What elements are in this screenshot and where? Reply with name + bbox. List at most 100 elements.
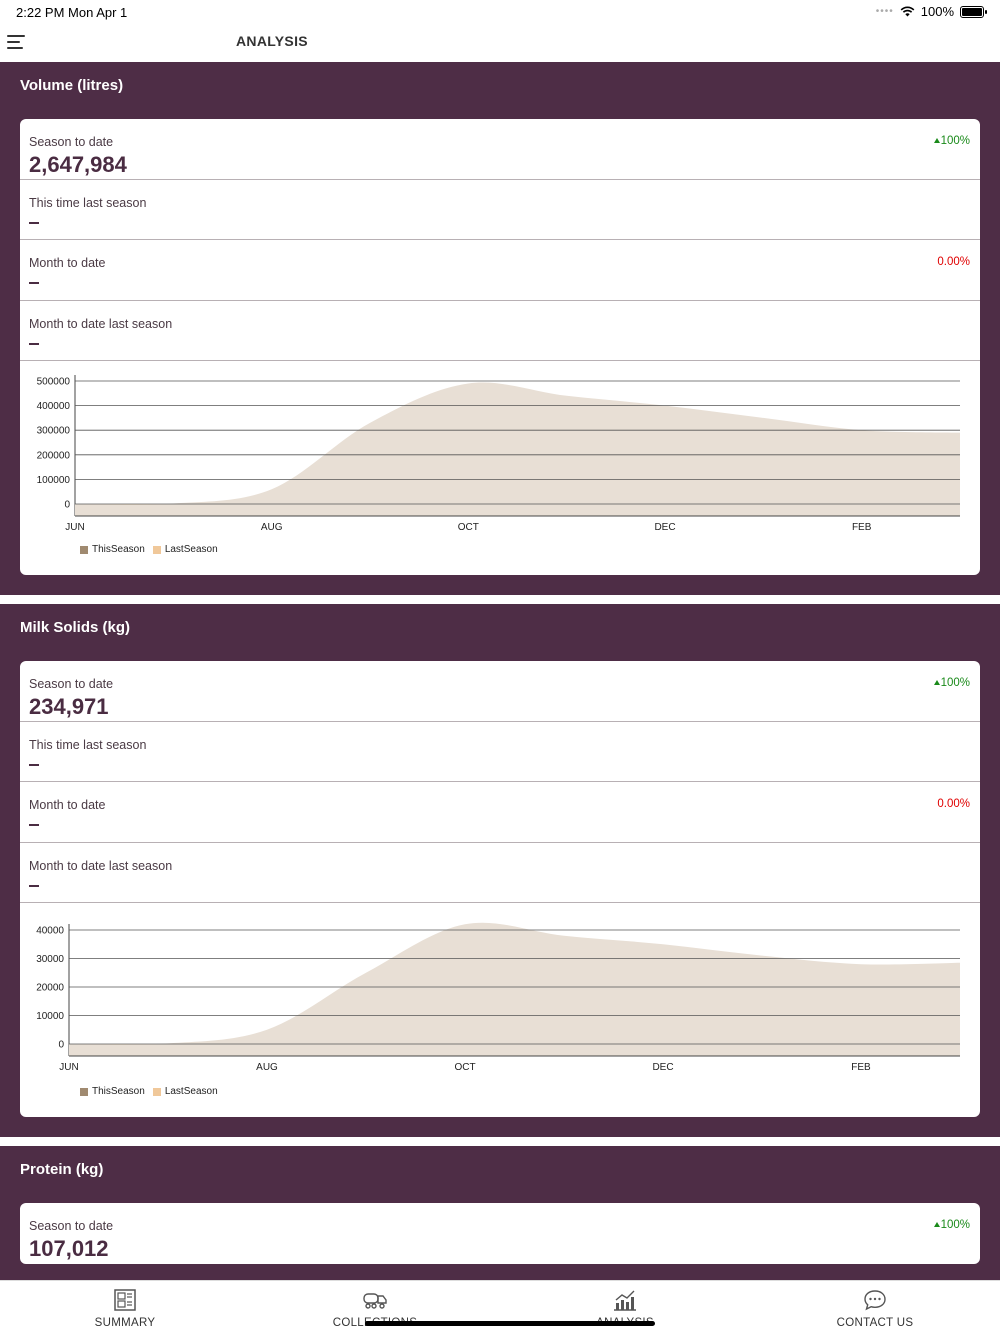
metric-empty-dash <box>29 884 39 887</box>
metric-row: Month to date last season <box>20 301 980 361</box>
section-title: Milk Solids (kg) <box>20 619 131 636</box>
chart-svg: 500000 400000 300000 200000 100000 0 JUN AUG OCT… <box>37 375 960 533</box>
legend-label: ThisSeason <box>92 544 145 555</box>
battery-text: 100% <box>920 4 954 19</box>
metric-change-value: 0.00% <box>937 256 970 268</box>
area-chart: 40000 30000 20000 10000 0 JUN AUG OCT DEC FEB This… <box>20 903 980 1117</box>
section-1: Milk Solids (kg) Season to date 234,971 100… <box>0 604 1000 1137</box>
legend-item[interactable]: LastSeason <box>152 544 218 555</box>
tab-analysis[interactable]: ANALYSIS <box>500 1281 750 1334</box>
metric-label: Month to date <box>29 798 106 812</box>
metric-empty-dash <box>29 282 39 284</box>
metric-label: This time last season <box>29 737 147 752</box>
wifi-icon <box>900 6 915 17</box>
metric-label: Month to date last season <box>29 858 173 873</box>
chart-svg: 40000 30000 20000 10000 0 JUN AUG OCT DEC FEB <box>36 922 960 1073</box>
legend-item[interactable]: LastSeason <box>152 1086 218 1097</box>
status-bar: 2:22 PM Mon Apr 1 •••• 100% <box>0 0 1000 24</box>
status-indicators: •••• 100% <box>875 4 987 19</box>
x-tick-label: DEC <box>652 1062 673 1073</box>
legend-swatch <box>152 1087 161 1096</box>
section-title: Protein (kg) <box>20 1161 104 1178</box>
truck-icon <box>363 1293 387 1309</box>
y-tick-label: 100000 <box>37 475 71 486</box>
y-tick-label: 0 <box>64 500 70 511</box>
series-area-thisseason <box>69 922 960 1056</box>
section-0: Volume (litres) Season to date 2,647,984 10… <box>0 62 1000 595</box>
legend-item[interactable]: ThisSeason <box>80 544 145 555</box>
metric-change-value: 100% <box>940 1219 970 1231</box>
metric-row: Season to date 107,012 100% <box>20 1203 980 1264</box>
tab-summary[interactable]: SUMMARY <box>0 1281 250 1334</box>
metric-value: 234,971 <box>29 694 109 719</box>
y-tick-label: 40000 <box>36 926 64 937</box>
metrics-card: Season to date 234,971 100% This time last … <box>20 661 980 1117</box>
metric-row: This time last season <box>20 722 980 782</box>
series-area-thisseason <box>75 382 960 516</box>
metrics-card: Season to date 107,012 100% <box>20 1203 980 1264</box>
tab-contact-us[interactable]: CONTACT US <box>750 1281 1000 1334</box>
tab-summary-label: SUMMARY <box>94 1317 156 1329</box>
summary-icon <box>114 1289 136 1311</box>
y-tick-label: 20000 <box>36 983 64 994</box>
x-tick-label: AUG <box>261 522 283 533</box>
metric-empty-dash <box>29 824 39 826</box>
metric-label: Month to date <box>29 256 106 270</box>
metric-label: Month to date last season <box>29 316 173 331</box>
triangle-up-icon <box>933 680 940 685</box>
x-tick-label: JUN <box>59 1062 78 1073</box>
metric-change-value: 0.00% <box>937 798 970 810</box>
analysis-chart-icon <box>614 1290 636 1311</box>
x-tick-label: AUG <box>256 1062 278 1073</box>
page-title: ANALYSIS <box>236 33 308 49</box>
metric-change-value: 100% <box>940 677 970 689</box>
metric-change: 0.00% <box>937 256 970 268</box>
metric-row: Season to date 234,971 100% <box>20 661 980 722</box>
status-time: 2:22 PM Mon Apr 1 <box>16 5 128 20</box>
metric-row: This time last season <box>20 180 980 240</box>
legend-swatch <box>80 1087 88 1096</box>
metric-change: 100% <box>933 135 970 147</box>
tab-collections[interactable]: COLLECTIONS <box>250 1281 500 1334</box>
metric-value: 107,012 <box>29 1236 109 1261</box>
metric-empty-dash <box>29 342 39 345</box>
battery-icon <box>960 5 987 18</box>
legend-label: LastSeason <box>164 544 218 555</box>
legend-label: ThisSeason <box>92 1086 145 1097</box>
metric-row: Month to date 0.00% <box>20 240 980 301</box>
metric-change: 0.00% <box>937 798 970 810</box>
chart-legend: ThisSeason LastSeason <box>80 544 218 555</box>
metric-empty-dash <box>29 221 39 224</box>
chart-legend: ThisSeason LastSeason <box>80 1086 218 1097</box>
x-tick-label: OCT <box>458 522 479 533</box>
metric-label: Season to date <box>29 677 114 691</box>
x-tick-label: FEB <box>852 522 872 533</box>
metric-label: Season to date <box>29 1219 114 1233</box>
legend-label: LastSeason <box>164 1086 218 1097</box>
y-tick-label: 10000 <box>36 1011 64 1022</box>
home-indicator <box>365 1321 655 1326</box>
y-tick-label: 400000 <box>37 401 71 412</box>
triangle-up-icon <box>933 138 940 143</box>
metric-change-value: 100% <box>940 135 970 147</box>
x-tick-label: DEC <box>654 522 675 533</box>
hamburger-menu-icon[interactable] <box>7 34 25 50</box>
area-chart: 500000 400000 300000 200000 100000 0 JUN AUG OCT… <box>20 361 980 575</box>
y-tick-label: 30000 <box>36 954 64 965</box>
section-2: Protein (kg) Season to date 107,012 100% <box>0 1146 1000 1280</box>
legend-item[interactable]: ThisSeason <box>80 1086 145 1097</box>
x-tick-label: OCT <box>454 1062 475 1073</box>
metric-label: This time last season <box>29 195 147 210</box>
scroll-content[interactable]: Volume (litres) Season to date 2,647,984 10… <box>0 62 1000 1280</box>
legend-swatch <box>152 545 161 554</box>
y-tick-label: 300000 <box>37 426 71 437</box>
signal-icon: •••• <box>875 6 894 17</box>
section-title: Volume (litres) <box>20 77 124 94</box>
metric-change: 100% <box>933 1219 970 1231</box>
metric-row: Month to date last season <box>20 843 980 903</box>
metric-empty-dash <box>29 763 39 766</box>
y-tick-label: 0 <box>58 1040 64 1051</box>
chat-bubble-icon <box>864 1290 886 1311</box>
metric-label: Season to date <box>29 135 114 149</box>
y-tick-label: 500000 <box>37 377 71 388</box>
